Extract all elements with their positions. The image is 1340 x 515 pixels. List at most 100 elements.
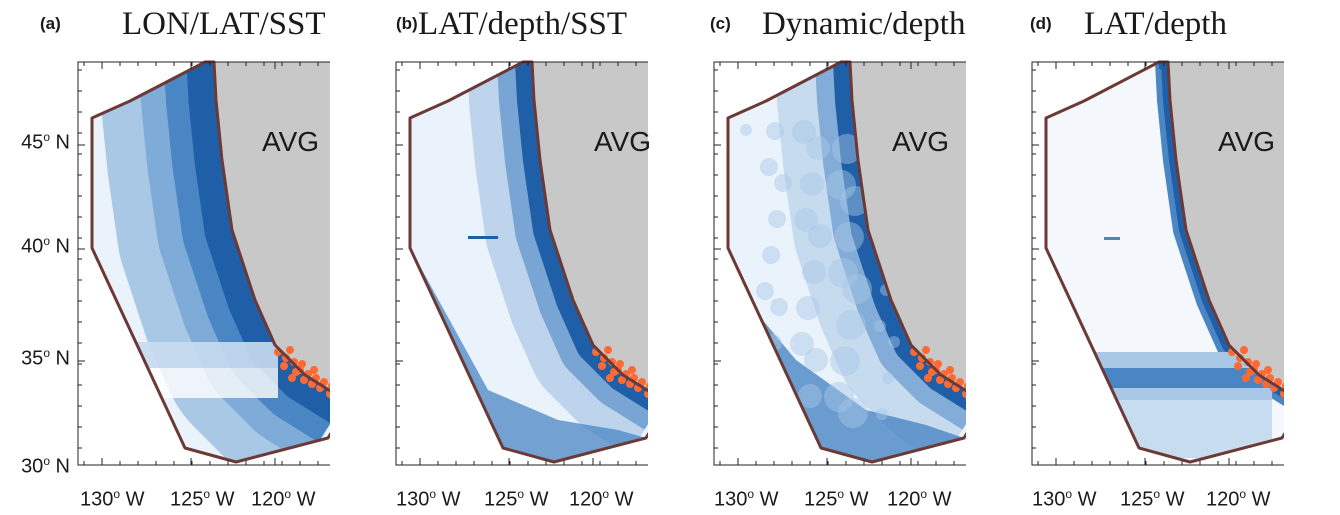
observation-point [1264, 366, 1272, 374]
panel-d: (d) LAT/depth AVG [954, 0, 1284, 515]
observation-point [946, 366, 954, 374]
habitat-patch [798, 384, 822, 408]
avg-label: AVG [892, 126, 950, 157]
panel-letter: (b) [396, 14, 418, 33]
habitat-patch [794, 208, 818, 232]
habitat-patch [808, 224, 832, 248]
observation-point [916, 362, 924, 370]
observation-point [280, 362, 288, 370]
observation-point [1252, 360, 1260, 368]
x-tick-label: 120o W [1206, 487, 1271, 511]
observation-point [598, 362, 606, 370]
panel-title: LAT/depth [1084, 6, 1227, 42]
observation-point [924, 374, 932, 382]
observation-point [1282, 382, 1284, 390]
panel-c: (c) Dynamic/depth AVG [636, 0, 966, 515]
habitat-patch [876, 408, 888, 420]
panel-title: Dynamic/depth [762, 6, 966, 42]
observation-point [288, 374, 296, 382]
habitat-patch [834, 222, 864, 252]
observation-point [964, 382, 966, 390]
y-tick-label: 35o N [21, 346, 70, 370]
axis-ticks [1032, 62, 1273, 466]
habitat-patch [800, 172, 824, 196]
observation-point [616, 360, 624, 368]
habitat-patch [760, 158, 778, 176]
habitat-patch [838, 398, 868, 428]
y-tick-label: 45o N [21, 130, 70, 154]
southern-habitat [746, 300, 964, 462]
x-tick-label: 130o W [80, 487, 145, 511]
observation-point [1242, 374, 1250, 382]
habitat-patch [792, 120, 816, 144]
observation-point [1240, 346, 1248, 354]
panel-a: (a) LON/LAT/SST AVG [0, 0, 330, 515]
observation-point [310, 366, 318, 374]
x-tick-label: 130o W [714, 487, 779, 511]
habitat-patch [1104, 237, 1120, 240]
map-a [77, 60, 330, 466]
avg-label: AVG [262, 126, 320, 157]
x-tick-label: 125o W [1120, 487, 1185, 511]
habitat-patch [824, 382, 854, 412]
avg-label: AVG [594, 126, 652, 157]
y-tick-label: 40o N [21, 234, 70, 258]
observation-point [1254, 376, 1262, 384]
habitat-patch [762, 246, 780, 264]
x-tick-label: 130o W [396, 487, 461, 511]
habitat-patch [874, 320, 886, 332]
panel-title: LON/LAT/SST [122, 6, 326, 42]
habitat-patch [832, 134, 862, 164]
observation-point [646, 382, 648, 390]
axis-ticks [714, 62, 955, 466]
x-tick-label: 120o W [887, 487, 952, 511]
habitat-patch [842, 274, 872, 304]
y-tick-label: 30o N [21, 454, 70, 478]
x-tick-label: 125o W [170, 487, 235, 511]
avg-label: AVG [1218, 126, 1276, 157]
habitat-patch [888, 336, 900, 348]
observation-point [644, 390, 648, 398]
x-tick-label: 120o W [251, 487, 316, 511]
map-frame [77, 61, 330, 466]
observation-point [606, 374, 614, 382]
x-tick-label: 130o W [1032, 487, 1097, 511]
habitat-patch [826, 170, 856, 200]
observation-point [286, 346, 294, 354]
observation-point [962, 390, 966, 398]
habitat-patch [768, 210, 786, 228]
observation-point [936, 376, 944, 384]
map-frame [713, 61, 966, 466]
panel-title: LAT/depth/SST [418, 6, 628, 42]
habitat-patch [802, 260, 826, 284]
map-c [713, 60, 966, 466]
axis-ticks [396, 62, 637, 466]
observation-point [934, 360, 942, 368]
axis-ticks [78, 62, 319, 466]
map-b [395, 60, 648, 466]
latitude-band [1046, 352, 1272, 368]
panel-b: (b) LAT/depth/SST AVG [318, 0, 652, 515]
observation-point [328, 382, 330, 390]
x-tick-label: 125o W [484, 487, 549, 511]
habitat-patch [806, 136, 830, 160]
observation-point [604, 346, 612, 354]
habitat-patch [836, 310, 866, 340]
habitat-patch [766, 122, 784, 140]
panel-letter: (c) [710, 14, 731, 33]
habitat-patch [830, 346, 860, 376]
habitat-patch [790, 332, 814, 356]
x-tick-label: 125o W [804, 487, 869, 511]
habitat-patch [796, 296, 820, 320]
map-d [1031, 60, 1284, 466]
observation-point [1280, 390, 1284, 398]
habitat-patch [468, 236, 498, 239]
observation-point [298, 360, 306, 368]
observation-point [300, 376, 308, 384]
x-tick-label: 120o W [569, 487, 634, 511]
habitat-patch [882, 372, 894, 384]
southern-habitat [410, 248, 646, 462]
observation-point [1234, 362, 1242, 370]
map-frame [1031, 61, 1284, 466]
habitat-patch [828, 258, 858, 288]
